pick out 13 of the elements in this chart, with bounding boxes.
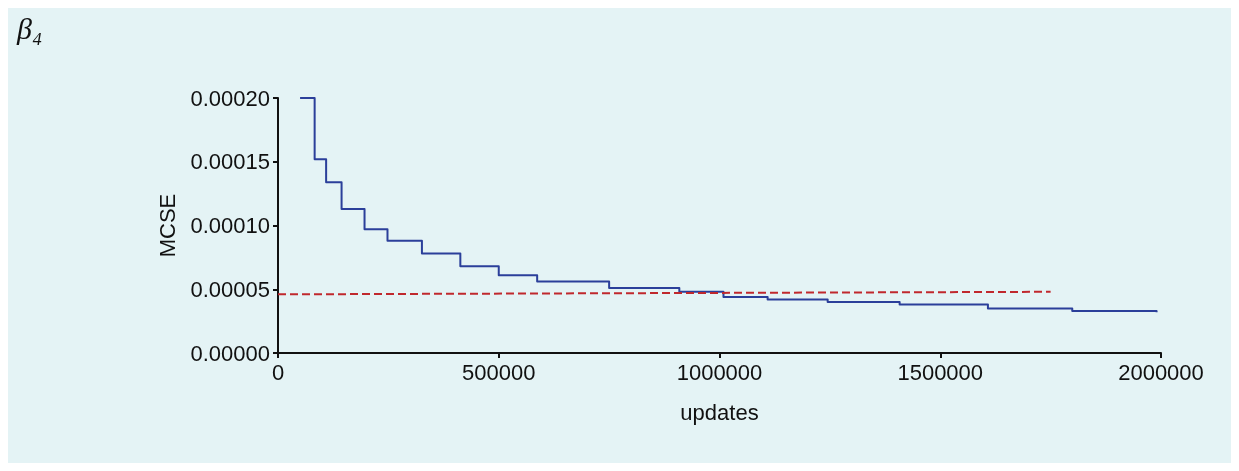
y-tick-label: 0.00005 (190, 276, 270, 302)
x-tick-label: 0 (271, 359, 285, 385)
x-tick-label: 500000 (462, 359, 536, 385)
y-tick-label: 0.00015 (190, 149, 270, 175)
x-tick-label: 1000000 (676, 359, 763, 385)
y-tick-label: 0.00000 (190, 340, 270, 366)
x-tick-label: 1500000 (897, 359, 984, 385)
y-tick-label: 0.00020 (190, 85, 270, 111)
y-axis-title: MCSE (154, 193, 180, 258)
x-tick-label: 2000000 (1118, 359, 1204, 385)
text: β₄ (16, 11, 43, 45)
y-tick-label: 0.00010 (190, 213, 270, 238)
x-axis-title: updates (680, 399, 759, 425)
